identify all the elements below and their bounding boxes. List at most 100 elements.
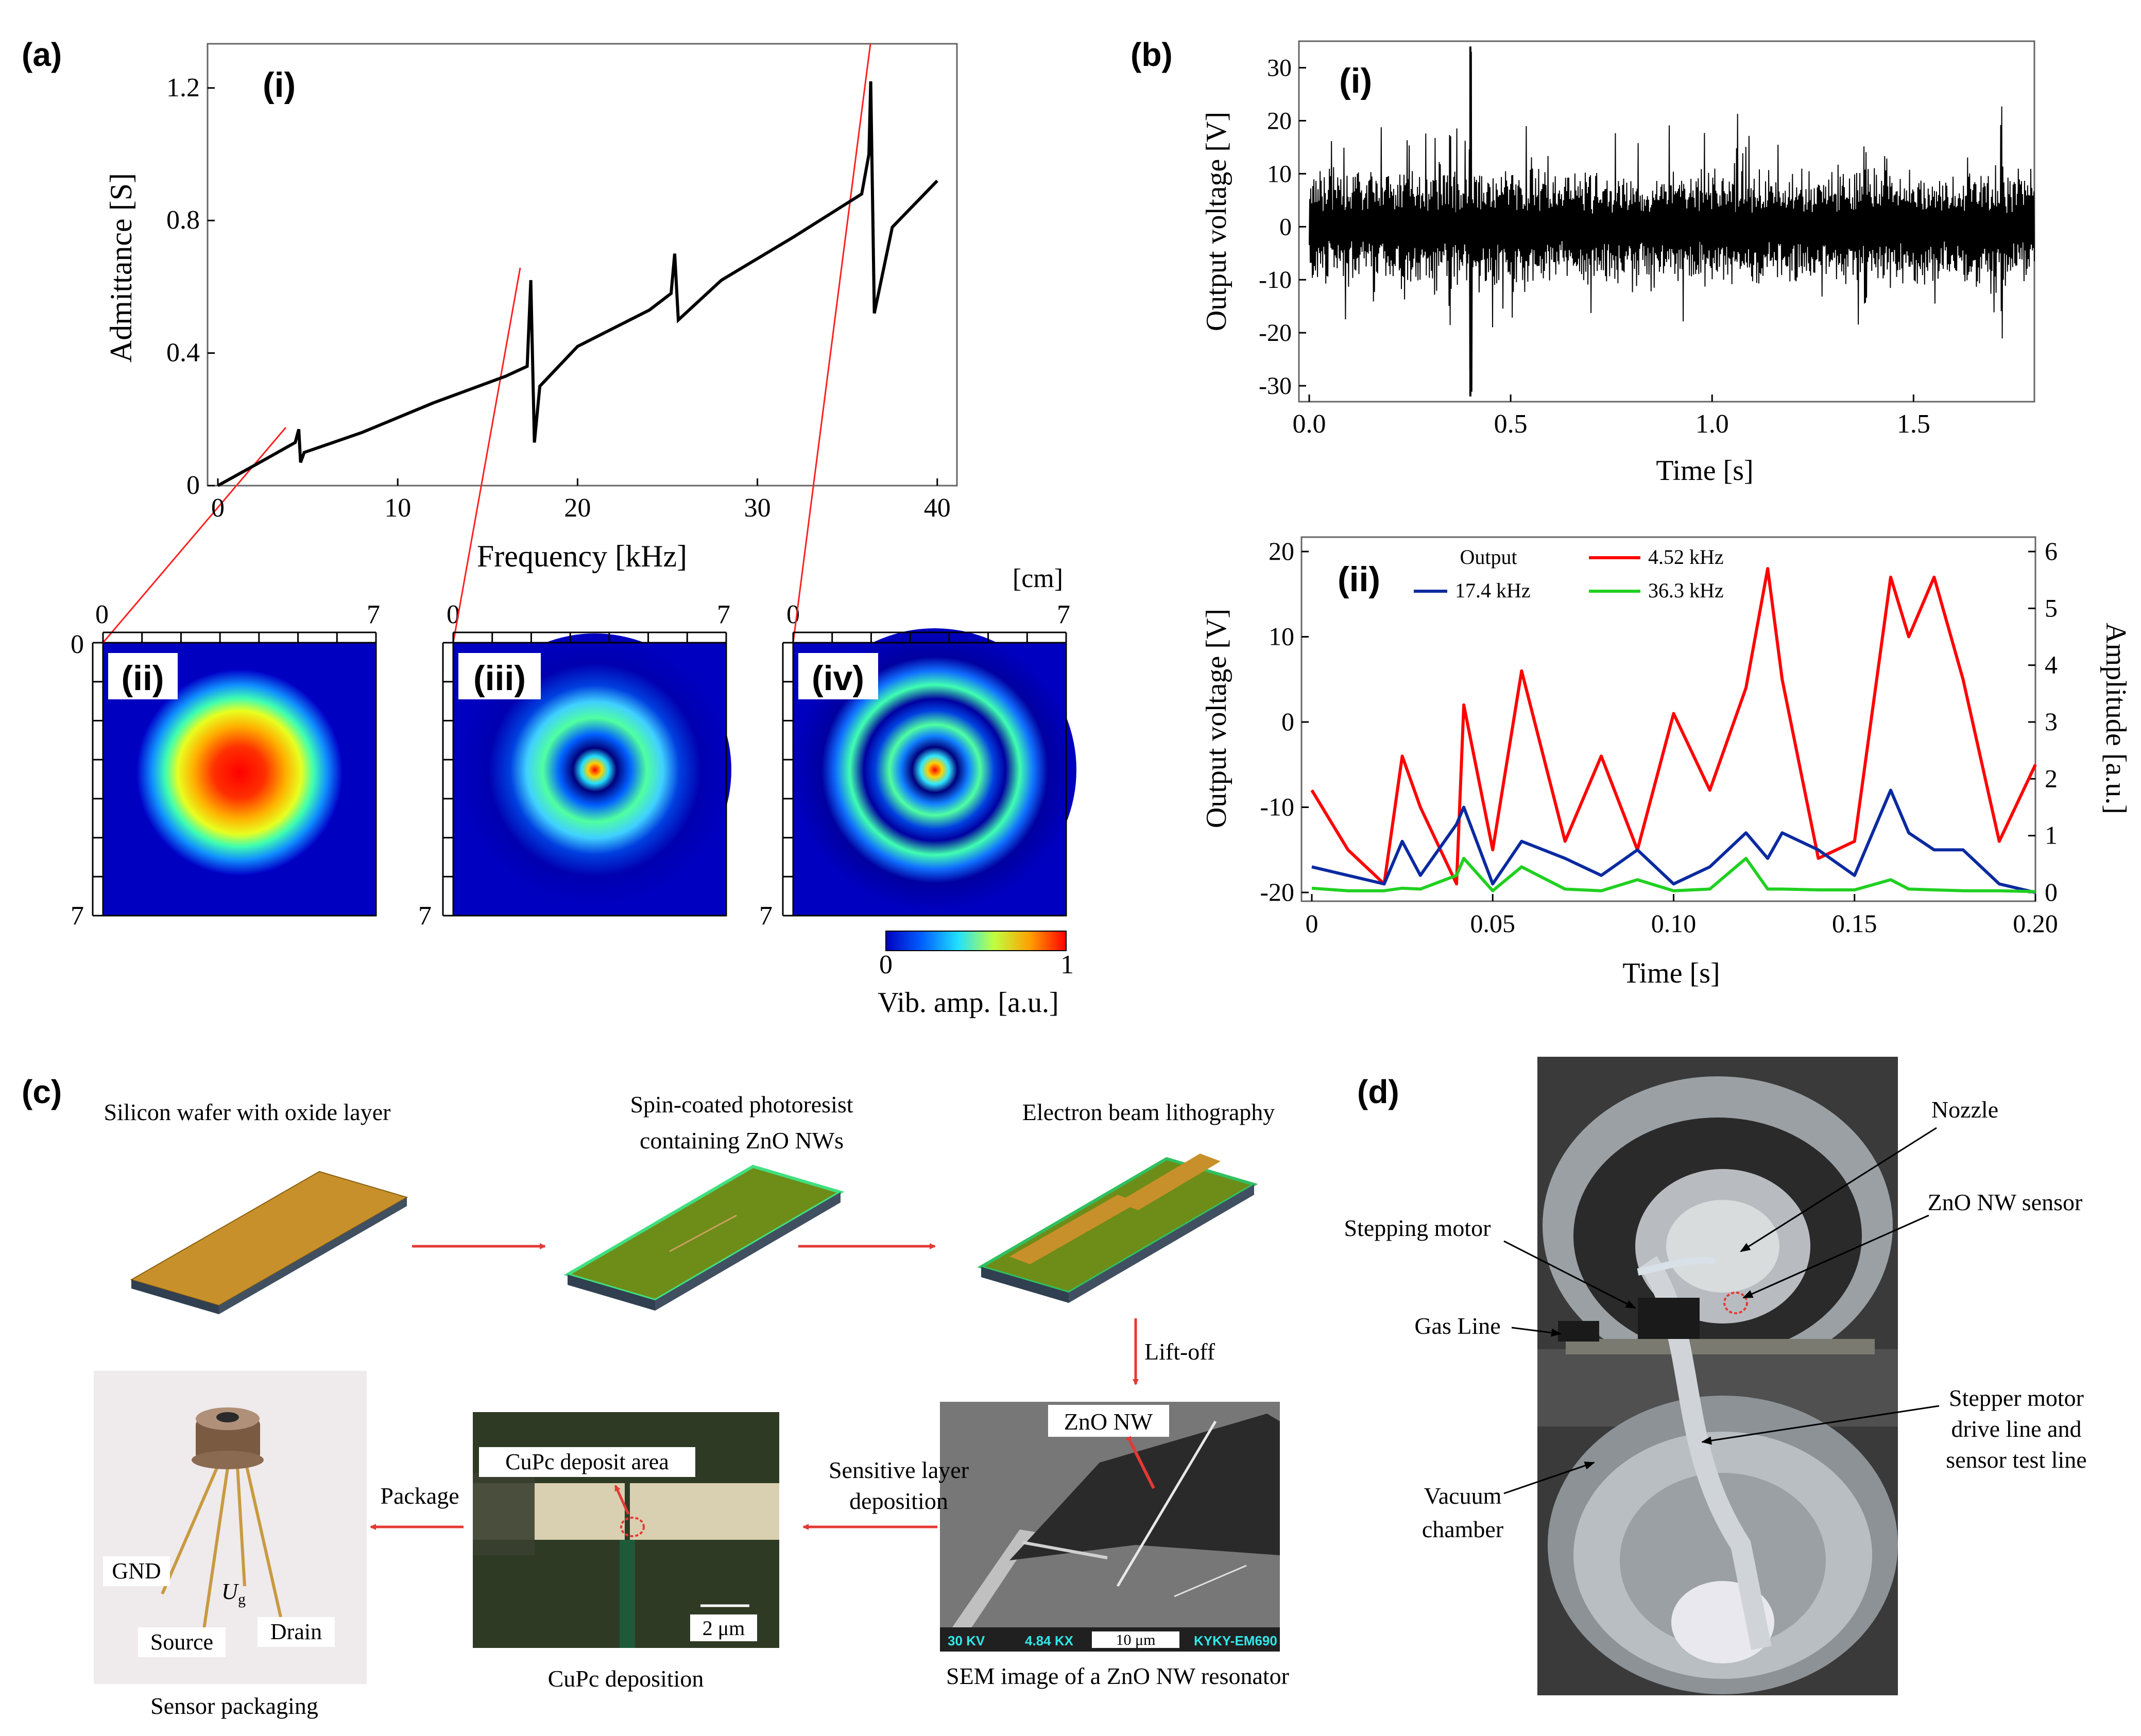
pin-gnd: GND [112,1558,161,1584]
sem-arrow [1125,1436,1155,1489]
sem-zno-label: ZnO NW [1064,1408,1153,1435]
leader-zno-sensor [1742,1214,1929,1299]
sem-caption: SEM image of a ZnO NW resonator [946,1663,1289,1689]
b2-y2tick-label: 2 [2045,764,2058,793]
b2-xtick-label: 0.20 [2013,909,2058,938]
b1-xtick-label: 1.0 [1695,409,1729,439]
leader-stepping-motor [1503,1240,1636,1309]
b2-y2tick-label: 3 [2045,707,2058,736]
b-top-xlabel: Time [s] [1656,455,1753,487]
b-bot-xlabel: Time [s] [1622,957,1720,989]
b2-xtick-label: 0 [1306,909,1318,938]
panel-c: (c) Silicon wafer with oxide layer Spin-… [22,1073,1289,1719]
map-iii-rings [458,633,731,906]
zoom-line-ii [102,427,287,643]
map-ii-x7: 7 [367,600,380,629]
wafer-ebl-illustration [977,1154,1258,1303]
map-ii-label: (ii) [121,659,164,698]
b1-ytick-label: -10 [1259,266,1292,294]
map-iv-x7: 7 [1057,600,1070,629]
b2-xtick-label: 0.05 [1470,909,1516,938]
map-iii-label-box [458,653,541,699]
label-nozzle: Nozzle [1931,1096,1998,1123]
cupc-area-label: CuPc deposit area [505,1449,669,1474]
colorbar-label: Vib. amp. [a.u.] [878,987,1058,1019]
a-xtick-label: 30 [744,493,771,523]
sem-kv: 30 KV [948,1633,985,1648]
b-bot-y2label: Amplitude [a.u.] [2100,623,2132,814]
pin-drain: Drain [270,1619,322,1644]
pin-ug-sub: g [238,1591,246,1608]
b1-ytick-label: -30 [1259,372,1292,400]
b1-ytick-label: 10 [1267,160,1292,187]
wafer-photoresist-illustration [563,1164,845,1311]
sem-image: 30 KV 4.84 KX 10 μm KYKY-EM690 ZnO NW [940,1402,1280,1652]
map-iv-label: (iv) [812,659,864,698]
b2-xtick-label: 0.15 [1832,909,1877,938]
admittance-frame [207,43,958,487]
map-iii-label: (iii) [473,659,526,698]
subpanel-a-i-label: (i) [263,65,296,105]
label-gas-line: Gas Line [1414,1313,1500,1339]
b2-y2tick-label: 0 [2045,878,2058,906]
b2-ytick-label: 0 [1281,707,1294,736]
label-drive-line-l2: drive line and [1951,1416,2082,1442]
a-xtick-label: 10 [384,493,411,523]
admittance-axes: (i) Frequency [kHz] Admittance [S] [104,43,958,573]
a-xtick-label: 0 [211,493,225,523]
admittance-ylabel: Admittance [S] [104,173,138,363]
sem-mag: 4.84 KX [1025,1633,1074,1648]
step1-title: Silicon wafer with oxide layer [104,1099,391,1125]
step3-title: Electron beam lithography [1022,1099,1275,1125]
map-ii-y0: 0 [71,630,84,659]
leader-nozzle [1740,1127,1937,1252]
b2-series-1 [1311,788,2036,894]
b-bot-frame [1300,536,2036,902]
a-xtick-label: 20 [564,493,591,523]
subpanel-b-ii-label: (ii) [1338,560,1380,599]
label-drive-line-l1: Stepper motor [1949,1385,2084,1411]
step2-title-l2: containing ZnO NWs [640,1127,844,1154]
b2-y2tick-label: 4 [2045,650,2058,679]
legend-output: Output [1460,545,1517,569]
sem-model: KYKY-EM690 [1194,1633,1277,1648]
b2-series-2 [1311,856,2036,893]
pkg-caption: Sensor packaging [150,1693,318,1719]
map-ii-y7: 7 [71,901,84,931]
b2-series-0 [1310,567,2037,886]
b2-ytick-label: -10 [1260,793,1294,821]
admittance-curve [217,81,938,487]
legend-f3: 36.3 kHz [1648,579,1724,602]
map-ii-x0: 0 [95,600,109,629]
b1-ytick-label: 20 [1267,107,1292,134]
b2-xtick-label: 0.10 [1651,909,1697,938]
sensitive-layer-l1: Sensitive layer [829,1457,969,1483]
label-zno-sensor: ZnO NW sensor [1928,1189,2083,1215]
colorbar-min: 0 [879,950,893,979]
colorbar-max: 1 [1060,950,1074,979]
b1-ytick-label: -20 [1259,319,1292,347]
panel-d-label: (d) [1357,1073,1399,1110]
panel-d: (d) Nozzle ZnO NW sensor Stepping motor … [1344,1057,2087,1695]
step2-title-l1: Spin-coated photoresist [630,1091,853,1118]
label-vacuum-l2: chamber [1422,1516,1503,1542]
cupc-caption: CuPc deposition [548,1665,704,1692]
map-iv-y7: 7 [759,901,773,931]
a-ytick-label: 0.4 [166,338,200,368]
panel-a-label: (a) [22,36,62,73]
colorbar [885,931,1067,951]
b-legend: Output 4.52 kHz 17.4 kHz 36.3 kHz [1414,545,1724,602]
map-ii-label-box [108,653,178,699]
map-unit: [cm] [1013,564,1063,593]
subpanel-b-i-label: (i) [1339,61,1372,100]
b2-ytick-label: 20 [1269,537,1294,565]
b2-ytick-label: -20 [1260,878,1294,906]
b1-ytick-label: 0 [1279,213,1292,240]
label-stepping-motor: Stepping motor [1344,1215,1491,1241]
b2-ytick-label: 10 [1269,622,1294,651]
b1-xtick-label: 0.0 [1293,409,1326,439]
label-vacuum-l1: Vacuum [1424,1483,1502,1509]
b-bot-ylabel: Output voltage [V] [1201,609,1232,828]
liftoff-label: Lift-off [1144,1338,1215,1365]
